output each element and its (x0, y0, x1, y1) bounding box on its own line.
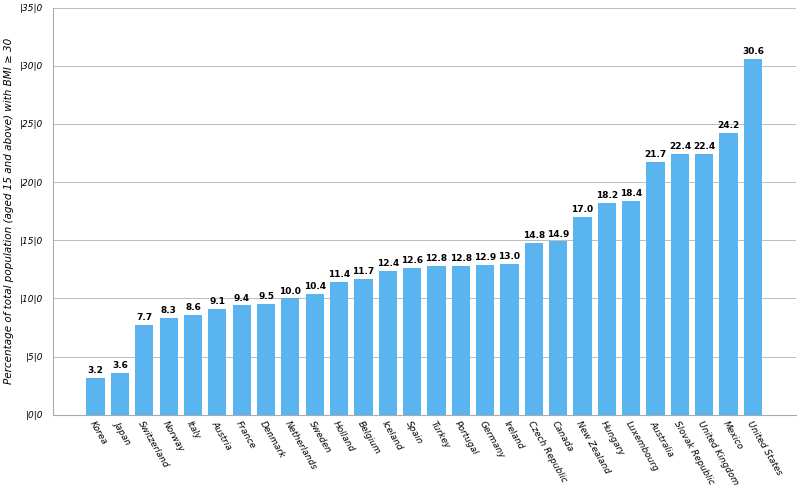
Text: 14.8: 14.8 (522, 231, 545, 240)
Bar (670, 154, 689, 415)
Bar (598, 203, 616, 415)
Text: 11.7: 11.7 (352, 267, 374, 276)
Bar (622, 201, 640, 415)
Bar (111, 373, 129, 415)
Bar (330, 282, 348, 415)
Text: 12.8: 12.8 (426, 254, 447, 263)
Bar (476, 265, 494, 415)
Text: 11.4: 11.4 (328, 270, 350, 279)
Bar (233, 305, 251, 415)
Text: 22.4: 22.4 (693, 142, 715, 151)
Bar (86, 378, 105, 415)
Text: 18.2: 18.2 (596, 191, 618, 200)
Bar (135, 325, 154, 415)
Bar (500, 264, 518, 415)
Text: 12.6: 12.6 (401, 256, 423, 265)
Text: 8.6: 8.6 (185, 303, 201, 312)
Bar (549, 242, 567, 415)
Bar (257, 304, 275, 415)
Text: 3.2: 3.2 (88, 366, 103, 375)
Text: 9.4: 9.4 (234, 294, 250, 302)
Bar (525, 243, 543, 415)
Text: 8.3: 8.3 (161, 306, 177, 315)
Bar (306, 294, 324, 415)
Text: 13.0: 13.0 (498, 252, 521, 261)
Bar (646, 163, 665, 415)
Text: 14.9: 14.9 (547, 230, 570, 239)
Bar (427, 266, 446, 415)
Text: 22.4: 22.4 (669, 142, 691, 151)
Text: 9.5: 9.5 (258, 292, 274, 301)
Bar (282, 299, 299, 415)
Text: 10.4: 10.4 (304, 282, 326, 291)
Text: 12.4: 12.4 (377, 259, 399, 268)
Text: 3.6: 3.6 (112, 361, 128, 370)
Bar (378, 271, 397, 415)
Bar (208, 309, 226, 415)
Y-axis label: Percentage of total population (aged 15 and above) with BMI ≥ 30: Percentage of total population (aged 15 … (4, 38, 14, 384)
Text: 24.2: 24.2 (718, 121, 740, 131)
Bar (719, 133, 738, 415)
Text: 17.0: 17.0 (571, 205, 594, 214)
Bar (695, 154, 714, 415)
Text: 9.1: 9.1 (210, 297, 226, 306)
Bar (354, 279, 373, 415)
Bar (744, 59, 762, 415)
Text: 12.9: 12.9 (474, 253, 496, 262)
Text: 7.7: 7.7 (136, 313, 152, 322)
Bar (159, 318, 178, 415)
Text: 30.6: 30.6 (742, 47, 764, 56)
Bar (574, 217, 592, 415)
Bar (184, 315, 202, 415)
Text: 10.0: 10.0 (279, 287, 302, 296)
Text: 21.7: 21.7 (645, 150, 666, 160)
Text: 12.8: 12.8 (450, 254, 472, 263)
Text: 18.4: 18.4 (620, 189, 642, 198)
Bar (403, 268, 422, 415)
Bar (452, 266, 470, 415)
